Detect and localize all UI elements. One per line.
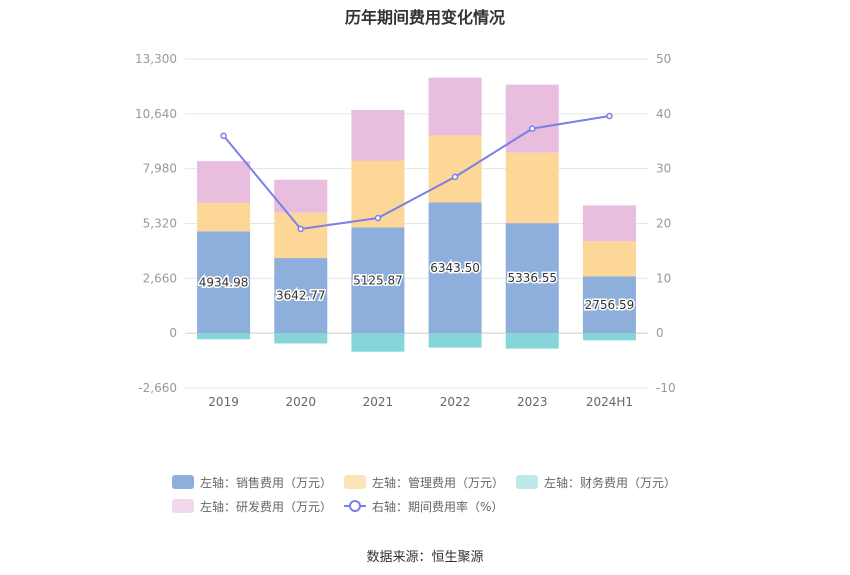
- legend-item-expense-rate[interactable]: 右轴：期间费用率（%）: [344, 498, 503, 514]
- bar-segment-3: [351, 110, 405, 161]
- chart-title: 历年期间费用变化情况: [344, 8, 505, 27]
- bar-segment-0: [582, 276, 636, 334]
- legend-swatch-admin: [344, 475, 366, 489]
- x-axis-tick-label: 2023: [517, 395, 548, 409]
- legend-label-admin: 左轴：管理费用（万元）: [372, 475, 505, 490]
- bar-segment-3: [505, 84, 559, 153]
- left-axis-tick-label: 2,660: [143, 271, 177, 285]
- left-axis-tick-label: 13,300: [135, 52, 177, 66]
- left-axis-tick-label: 7,980: [143, 162, 177, 176]
- x-axis-tick-label: 2022: [440, 395, 471, 409]
- bar-segment-0: [274, 258, 328, 334]
- x-axis-tick-label: 2019: [208, 395, 239, 409]
- legend-label-rd: 左轴：研发费用（万元）: [200, 499, 333, 514]
- bar-segment-3: [197, 161, 251, 203]
- expense-rate-point: [451, 173, 459, 181]
- right-axis-tick-label: 50: [656, 52, 671, 66]
- right-axis-tick-label: 10: [656, 271, 671, 285]
- legend-swatch-finance: [516, 475, 538, 489]
- left-axis-tick-label: -2,660: [138, 381, 177, 395]
- expense-rate-line: [222, 115, 610, 231]
- right-axis-tick-label: 0: [656, 326, 664, 340]
- bar-segment-3: [582, 205, 636, 242]
- expense-rate-point: [606, 112, 613, 120]
- bar-segment-0: [428, 202, 482, 334]
- bar-data-label: 5125.87: [353, 273, 403, 287]
- expense-rate-point: [529, 125, 536, 132]
- right-axis-tick-label: 20: [656, 217, 671, 231]
- bar-segment-2: [274, 333, 328, 344]
- legend-label-sales: 左轴：销售费用（万元）: [200, 475, 333, 490]
- bar-segment-1: [428, 135, 482, 203]
- bar-segment-0: [505, 223, 559, 334]
- left-axis-tick-label: 10,640: [135, 107, 177, 121]
- bar-segment-2: [351, 333, 405, 352]
- bar-segment-2: [428, 333, 482, 348]
- x-axis-tick-label: 2020: [285, 395, 316, 409]
- bar-data-label: 2756.59: [585, 298, 635, 312]
- bar-segment-1: [197, 202, 251, 232]
- left-axis-tick-label: 0: [169, 326, 177, 340]
- legend-swatch-sales: [172, 475, 194, 489]
- legend-label-finance: 左轴：财务费用（万元）: [544, 475, 677, 490]
- legend-item-rd[interactable]: 左轴：研发费用（万元）: [172, 498, 332, 514]
- bar-segment-3: [428, 77, 482, 136]
- bar-data-label: 6343.50: [430, 261, 480, 275]
- legend-item-finance[interactable]: 左轴：财务费用（万元）: [516, 474, 676, 490]
- data-source-note: 数据来源：恒生聚源: [366, 550, 484, 565]
- right-axis-tick-label: 30: [656, 162, 671, 176]
- expense-rate-point: [374, 214, 382, 222]
- bar-data-label: 4934.98: [199, 275, 249, 289]
- bar-segment-1: [274, 212, 328, 259]
- bar-segment-0: [351, 227, 405, 334]
- bar-segment-1: [582, 241, 636, 277]
- bar-segment-2: [505, 333, 559, 349]
- right-axis-tick-label: 40: [656, 107, 671, 121]
- legend-item-admin[interactable]: 左轴：管理费用（万元）: [344, 474, 504, 490]
- bar-data-label: 3642.77: [276, 289, 326, 303]
- chart-plot: 13,300 10,640 7,980 5,320 2,660 0 -2,660 50 40 30…: [135, 52, 676, 409]
- bar-segment-0: [197, 231, 251, 334]
- bar-segment-2: [582, 333, 636, 341]
- bar-data-label: 5336.55: [507, 271, 557, 285]
- bar-segment-2: [197, 333, 251, 340]
- left-axis-tick-label: 5,320: [143, 217, 177, 231]
- legend-swatch-rd: [172, 499, 194, 513]
- legend-swatch-expense-rate: [344, 499, 366, 513]
- x-axis-tick-label: 2024H1: [586, 395, 633, 409]
- legend-label-expense-rate: 右轴：期间费用率（%）: [372, 499, 504, 514]
- legend-item-sales[interactable]: 左轴：销售费用（万元）: [172, 474, 332, 490]
- expense-rate-point: [297, 225, 304, 233]
- bar-segment-1: [505, 152, 559, 224]
- x-axis-tick-label: 2021: [363, 395, 394, 409]
- expense-rate-point: [220, 132, 227, 140]
- right-axis-tick-label: -10: [656, 381, 676, 395]
